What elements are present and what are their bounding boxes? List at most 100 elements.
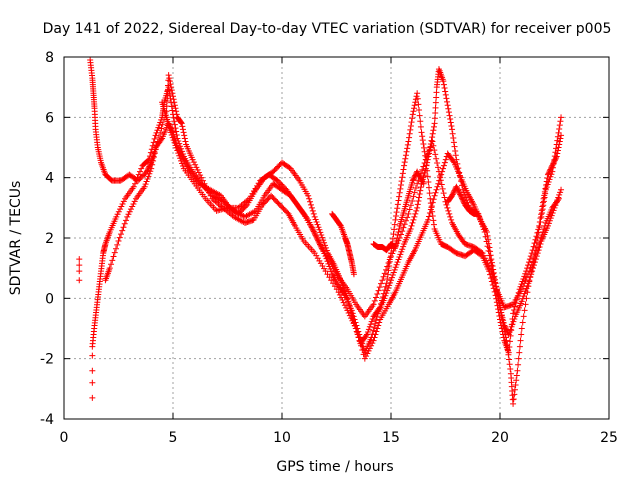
data-point-interp [504,342,511,349]
data-point-interp [498,312,505,319]
data-point-interp [382,292,389,299]
data-point [558,114,565,121]
data-point-interp [410,176,417,183]
data-point-interp [179,126,186,133]
data-point-interp [551,153,558,160]
data-point-interp [411,102,418,109]
data-point-interp [429,130,436,137]
data-point-interp [419,166,426,173]
data-point-interp [355,334,362,341]
data-point-interp [413,207,420,214]
data-point-interp [455,187,462,194]
data-point-interp [155,124,162,131]
data-point [488,268,495,275]
data-point [148,165,155,172]
data-point-interp [176,152,183,159]
data-point-interp [501,323,508,330]
data-point [518,286,525,293]
data-point-interp [164,92,171,99]
data-point [483,228,490,235]
data-point-interp [402,217,409,224]
data-point [518,298,525,305]
data-point-interp [373,328,380,335]
data-point-interp [546,176,553,183]
data-point-interp [487,248,494,255]
data-point-interp [450,139,457,146]
data-point-interp [351,322,358,329]
data-point-interp [510,396,517,403]
data-point-interp [144,175,151,182]
data-point-interp [541,194,548,201]
data-point-interp [420,163,427,170]
data-point-interp [173,144,180,151]
data-point-interp [129,203,136,210]
data-point-interp [555,129,562,136]
data-point-interp [434,160,441,167]
data-point [501,322,508,329]
data-point [414,180,421,187]
data-point-interp [417,123,424,130]
data-point-interp [133,177,140,184]
data-point-interp [117,231,124,238]
data-point-interp [376,319,383,326]
data-point-interp [397,185,404,192]
data-points [76,57,565,407]
data-point-interp [385,259,392,266]
data-point-interp [506,338,513,345]
data-point-interp [433,155,440,162]
data-point-interp [350,320,357,327]
data-point-interp [328,268,335,275]
data-point-interp [400,166,407,173]
data-point-interp [520,283,527,290]
data-point-interp [308,204,315,211]
data-point-interp [483,257,490,264]
data-point-interp [522,277,529,284]
data-point-interp [534,244,541,251]
data-point-interp [554,133,561,140]
data-point-interp [445,207,452,214]
data-point-interp [410,216,417,223]
data-point [318,231,325,238]
data-point-interp [151,135,158,142]
data-point-interp [114,211,121,218]
data-point-interp [393,209,400,216]
data-point-interp [411,173,418,180]
data-point-interp [402,155,409,162]
data-point-interp [427,143,434,150]
data-point-interp [346,312,353,319]
data-point-interp [390,231,397,238]
data-point-interp [175,150,182,157]
data-point-interp [168,132,175,139]
x-tick-label: 15 [382,430,400,446]
data-point-interp [504,347,511,354]
data-point-interp [206,189,213,196]
data-point-interp [441,159,448,166]
data-point-interp [168,87,175,94]
data-point [518,325,525,332]
data-point [488,256,495,263]
data-point-interp [169,134,176,141]
data-point [113,213,120,220]
data-point-interp [371,324,378,331]
data-point-interp [547,173,554,180]
data-point-interp [449,130,456,137]
data-point-interp [114,241,121,248]
data-point-interp [365,347,372,354]
data-point-interp [410,193,417,200]
data-point-interp [513,372,520,379]
data-point [106,265,113,272]
data-point [89,394,96,401]
data-point-interp [398,178,405,185]
data-point-interp [168,84,175,91]
data-point-interp [159,121,166,128]
data-point-interp [460,199,467,206]
data-point-interp [363,353,370,360]
data-point-interp [155,134,162,141]
data-point-interp [151,150,158,157]
data-point-interp [378,280,385,287]
data-point-interp [400,224,407,231]
y-tick-label: 8 [45,50,54,66]
data-point-interp [412,210,419,217]
data-point [555,195,562,202]
data-point-interp [443,201,450,208]
